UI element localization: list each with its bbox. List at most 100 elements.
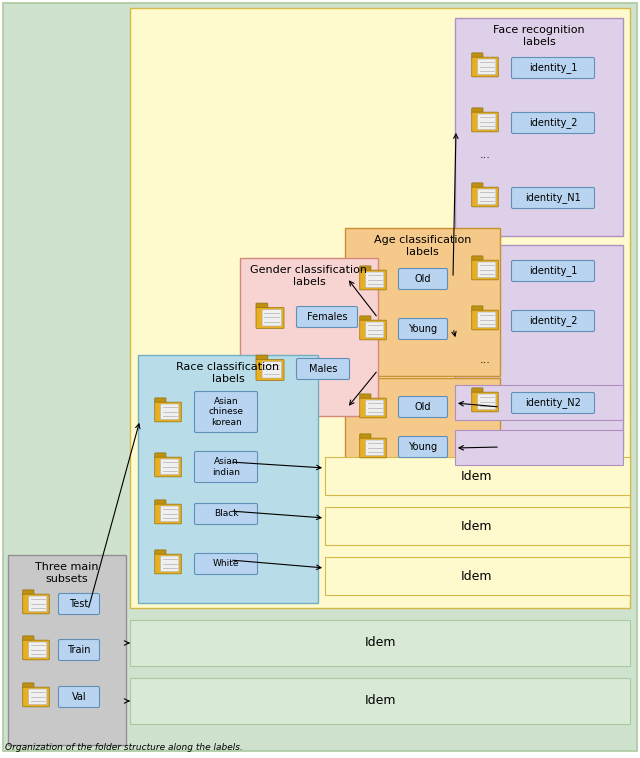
FancyBboxPatch shape — [23, 683, 34, 688]
Bar — [8, 555, 126, 745]
FancyBboxPatch shape — [195, 553, 257, 575]
FancyBboxPatch shape — [360, 438, 387, 458]
FancyBboxPatch shape — [472, 260, 499, 280]
FancyBboxPatch shape — [195, 452, 257, 483]
FancyBboxPatch shape — [472, 57, 499, 77]
Text: Asian
chinese
korean: Asian chinese korean — [209, 397, 243, 427]
FancyBboxPatch shape — [58, 687, 99, 707]
FancyBboxPatch shape — [256, 308, 284, 328]
FancyBboxPatch shape — [360, 434, 371, 439]
FancyBboxPatch shape — [155, 554, 181, 574]
FancyBboxPatch shape — [472, 310, 499, 330]
FancyBboxPatch shape — [399, 268, 447, 290]
Text: Idem: Idem — [461, 519, 493, 533]
Text: Idem: Idem — [364, 694, 396, 707]
Text: Val: Val — [72, 692, 86, 702]
FancyBboxPatch shape — [472, 306, 483, 311]
FancyBboxPatch shape — [195, 503, 257, 525]
FancyBboxPatch shape — [360, 316, 371, 321]
Text: identity_2: identity_2 — [529, 315, 577, 327]
FancyBboxPatch shape — [477, 189, 496, 205]
Text: identity_2: identity_2 — [529, 117, 577, 128]
FancyBboxPatch shape — [155, 504, 181, 524]
FancyBboxPatch shape — [155, 457, 181, 477]
FancyBboxPatch shape — [155, 398, 166, 403]
FancyBboxPatch shape — [472, 388, 483, 393]
FancyBboxPatch shape — [161, 506, 179, 522]
FancyBboxPatch shape — [511, 261, 595, 281]
Bar — [240, 258, 378, 416]
FancyBboxPatch shape — [296, 359, 349, 380]
FancyBboxPatch shape — [155, 402, 181, 422]
Text: identity_N1: identity_N1 — [525, 193, 581, 203]
FancyBboxPatch shape — [477, 394, 496, 409]
Text: Gender classification
labels: Gender classification labels — [250, 265, 367, 287]
Bar — [130, 678, 630, 724]
FancyBboxPatch shape — [472, 183, 483, 188]
FancyBboxPatch shape — [399, 396, 447, 418]
FancyBboxPatch shape — [262, 362, 282, 378]
Text: Face recognition
labels: Face recognition labels — [493, 25, 585, 47]
FancyBboxPatch shape — [365, 400, 384, 415]
FancyBboxPatch shape — [161, 459, 179, 475]
FancyBboxPatch shape — [472, 256, 483, 262]
Text: Age classification
labels: Age classification labels — [374, 235, 471, 257]
Text: Idem: Idem — [461, 469, 493, 483]
Bar — [130, 8, 630, 608]
Text: Young: Young — [408, 442, 438, 452]
Bar — [345, 378, 500, 478]
FancyBboxPatch shape — [472, 108, 483, 113]
FancyBboxPatch shape — [477, 262, 496, 277]
FancyBboxPatch shape — [511, 112, 595, 133]
FancyBboxPatch shape — [511, 187, 595, 208]
FancyBboxPatch shape — [23, 590, 34, 595]
Bar — [325, 557, 630, 595]
Text: White: White — [212, 559, 239, 568]
Bar — [325, 507, 630, 545]
FancyBboxPatch shape — [511, 393, 595, 414]
FancyBboxPatch shape — [477, 312, 496, 327]
Text: Males: Males — [309, 364, 337, 374]
FancyBboxPatch shape — [262, 309, 282, 326]
Text: ...: ... — [479, 150, 490, 160]
FancyBboxPatch shape — [360, 266, 371, 271]
Text: Females: Females — [307, 312, 348, 322]
FancyBboxPatch shape — [23, 636, 34, 641]
Text: identity_1: identity_1 — [529, 265, 577, 277]
Text: Race classification
labels: Race classification labels — [177, 362, 280, 384]
FancyBboxPatch shape — [58, 640, 99, 660]
FancyBboxPatch shape — [155, 453, 166, 458]
Text: Idem: Idem — [461, 569, 493, 582]
FancyBboxPatch shape — [365, 322, 384, 337]
FancyBboxPatch shape — [472, 392, 499, 412]
Text: Old: Old — [415, 274, 431, 284]
FancyBboxPatch shape — [472, 53, 483, 58]
Text: identity_1: identity_1 — [529, 63, 577, 74]
Text: ...: ... — [479, 355, 490, 365]
Bar — [455, 245, 623, 450]
FancyBboxPatch shape — [23, 641, 49, 660]
FancyBboxPatch shape — [399, 437, 447, 458]
Bar — [130, 620, 630, 666]
FancyBboxPatch shape — [477, 59, 496, 74]
Bar — [138, 355, 318, 603]
Text: Test: Test — [69, 599, 88, 609]
FancyBboxPatch shape — [29, 642, 47, 658]
FancyBboxPatch shape — [472, 187, 499, 207]
Text: identity_N2: identity_N2 — [525, 397, 581, 409]
Bar — [325, 457, 630, 495]
FancyBboxPatch shape — [365, 440, 384, 456]
Bar — [455, 385, 623, 420]
Text: Old: Old — [415, 402, 431, 412]
FancyBboxPatch shape — [360, 270, 387, 290]
FancyBboxPatch shape — [256, 355, 268, 361]
Text: Young: Young — [408, 324, 438, 334]
FancyBboxPatch shape — [29, 689, 47, 705]
Text: Black: Black — [214, 509, 238, 518]
Text: Idem: Idem — [364, 637, 396, 650]
FancyBboxPatch shape — [296, 306, 358, 327]
Text: Train: Train — [67, 645, 91, 655]
FancyBboxPatch shape — [256, 359, 284, 381]
FancyBboxPatch shape — [511, 58, 595, 79]
Bar — [345, 228, 500, 376]
